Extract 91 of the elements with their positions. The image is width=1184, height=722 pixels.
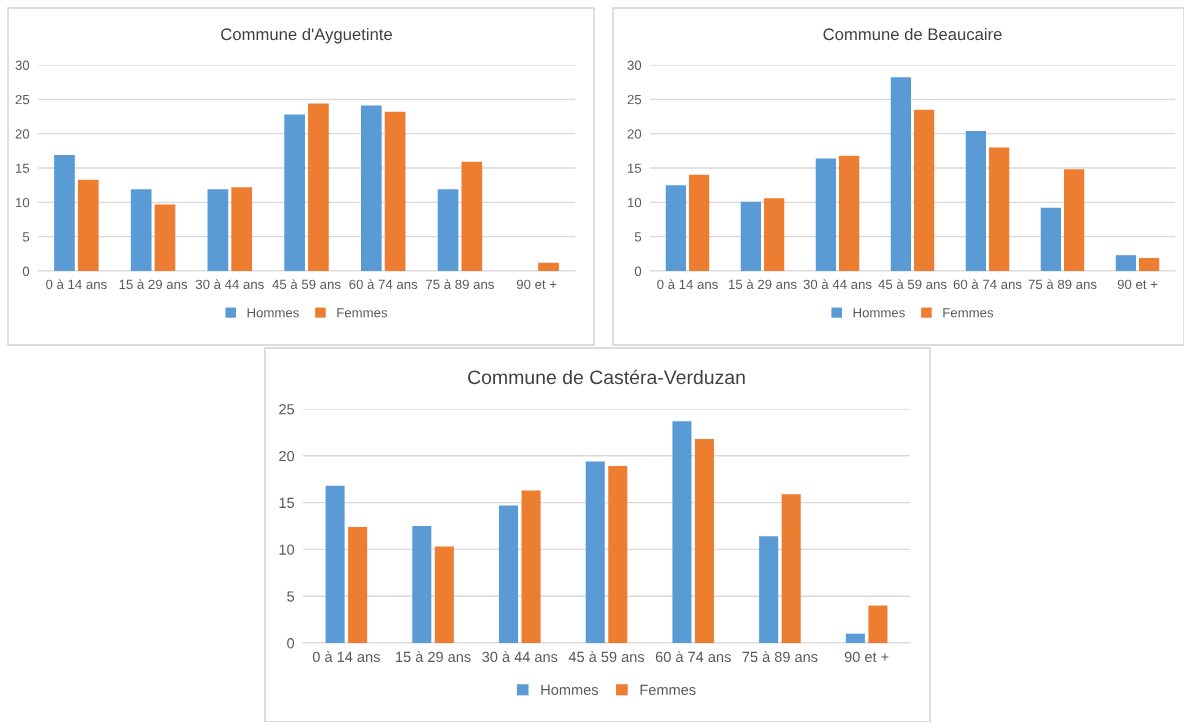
y-tick-label: 5 <box>22 232 30 242</box>
y-tick-label: 10 <box>16 197 30 208</box>
bar <box>965 130 986 271</box>
y-tick-label: 5 <box>287 591 295 602</box>
bar <box>521 490 541 643</box>
legend-label: Femmes <box>337 308 388 318</box>
bar <box>437 189 459 271</box>
bar <box>914 109 935 271</box>
bar <box>845 633 865 643</box>
x-tick-label: 60 à 74 ans <box>953 279 1022 290</box>
bar <box>1139 257 1160 271</box>
y-tick-label: 10 <box>279 544 295 555</box>
y-tick-label: 5 <box>634 232 642 242</box>
bar <box>348 526 368 643</box>
x-tick-label: 90 et + <box>516 279 557 290</box>
x-tick-label: 30 à 44 ans <box>195 279 264 290</box>
bar <box>231 187 253 271</box>
x-tick-label: 75 à 89 ans <box>426 279 494 290</box>
x-tick-label: 45 à 59 ans <box>568 651 645 663</box>
bar <box>890 77 911 271</box>
bar <box>207 189 229 271</box>
bar <box>130 189 152 271</box>
y-tick-label: 15 <box>628 163 642 173</box>
chart-title: Commune de Beaucaire <box>823 27 1002 41</box>
y-tick-label: 20 <box>279 450 295 462</box>
bar <box>412 526 432 643</box>
bar <box>839 155 860 271</box>
x-tick-label: 0 à 14 ans <box>312 651 380 663</box>
y-tick-label: 20 <box>15 129 30 139</box>
legend-label: Femmes <box>640 684 696 695</box>
bar <box>585 461 605 643</box>
bar <box>665 185 686 271</box>
bar <box>54 154 75 271</box>
legend-label: Femmes <box>943 308 994 318</box>
x-tick-label: 0 à 14 ans <box>657 279 718 290</box>
bar <box>325 485 345 643</box>
x-tick-label: 15 à 29 ans <box>119 279 188 290</box>
x-tick-label: 75 à 89 ans <box>742 651 818 663</box>
x-tick-label: 60 à 74 ans <box>655 651 731 663</box>
x-tick-label: 90 et + <box>1117 279 1158 290</box>
x-tick-label: 30 à 44 ans <box>803 279 872 290</box>
bar <box>360 105 382 271</box>
bar <box>498 505 519 643</box>
x-tick-label: 0 à 14 ans <box>46 279 107 290</box>
x-tick-label: 15 à 29 ans <box>396 651 471 663</box>
x-tick-label: 45 à 59 ans <box>878 279 947 290</box>
legend-label: Hommes <box>853 308 905 318</box>
bar <box>781 494 801 643</box>
chart-title: Commune d'Ayguetinte <box>221 27 392 44</box>
bar <box>434 546 454 643</box>
bar <box>1040 207 1061 271</box>
bar <box>1115 255 1136 271</box>
x-tick-label: 45 à 59 ans <box>272 279 341 290</box>
y-tick-label: 10 <box>628 197 642 208</box>
bar <box>154 204 176 271</box>
y-tick-label: 30 <box>627 60 642 70</box>
bar <box>672 421 692 643</box>
bar <box>77 179 99 271</box>
bar <box>461 161 483 271</box>
y-tick-label: 25 <box>627 94 642 105</box>
bar <box>759 536 779 643</box>
bar <box>764 198 785 271</box>
y-tick-label: 20 <box>627 129 642 139</box>
x-tick-label: 15 à 29 ans <box>729 279 797 290</box>
y-tick-label: 25 <box>279 404 295 415</box>
y-tick-label: 15 <box>279 497 295 509</box>
x-tick-label: 75 à 89 ans <box>1028 279 1097 290</box>
y-tick-label: 0 <box>287 638 295 649</box>
x-tick-label: 60 à 74 ans <box>349 279 418 290</box>
y-tick-label: 15 <box>16 163 30 173</box>
legend-label: Hommes <box>541 684 599 695</box>
bar <box>868 605 888 643</box>
bar <box>284 114 305 271</box>
bar <box>689 174 710 271</box>
bar <box>694 438 715 643</box>
bar <box>384 111 406 271</box>
chart-title: Commune de Castéra-Verduzan <box>468 369 745 385</box>
bar <box>989 147 1010 271</box>
x-tick-label: 30 à 44 ans <box>482 651 558 663</box>
y-tick-label: 25 <box>15 94 30 105</box>
bar <box>740 201 761 271</box>
bar <box>308 103 329 271</box>
bar <box>538 262 559 271</box>
y-tick-label: 30 <box>15 60 30 70</box>
y-tick-label: 0 <box>22 266 30 276</box>
bar <box>1064 169 1085 271</box>
bar <box>815 158 836 271</box>
legend-label: Hommes <box>247 308 299 318</box>
y-tick-label: 0 <box>634 266 642 276</box>
x-tick-label: 90 et + <box>844 651 889 663</box>
bar <box>608 466 628 643</box>
